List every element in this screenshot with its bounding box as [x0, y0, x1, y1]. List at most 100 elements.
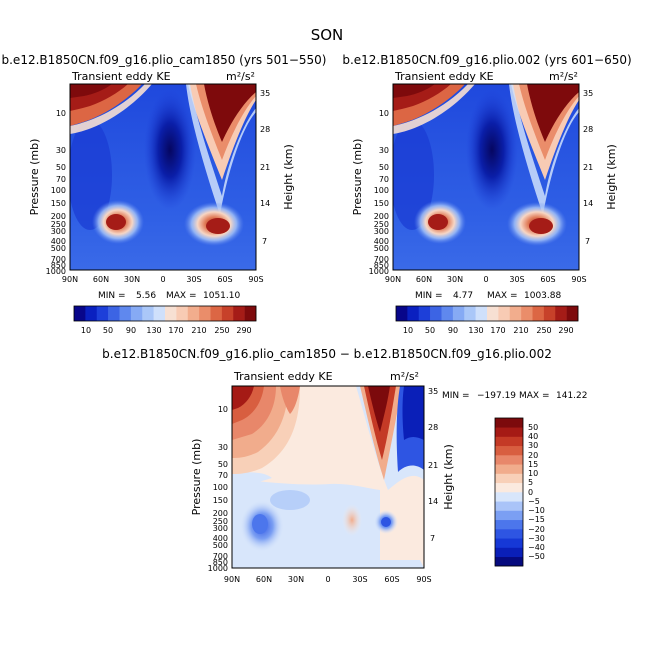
colorbar-swatch: [199, 306, 211, 321]
y-tick-label: 200: [51, 212, 66, 221]
colorbar-swatch: [85, 306, 98, 321]
y-tick-label: 250: [213, 517, 228, 526]
contour-field: [393, 84, 579, 270]
colorbar-label: −15: [528, 515, 545, 524]
y2-axis-label: Height (km): [605, 144, 618, 210]
colorbar-label: −30: [528, 534, 545, 543]
colorbar-label: 10: [403, 326, 413, 335]
colorbar-swatch: [521, 306, 533, 321]
colorbar-swatch: [498, 306, 511, 321]
y2-axis: 35 28 21 14 7 Height (km): [583, 89, 618, 246]
colorbar-swatch: [495, 436, 523, 447]
colorbar-swatch: [495, 482, 523, 493]
x-tick-label: 90N: [385, 275, 401, 284]
y2-tick-label: 14: [583, 199, 593, 208]
colorbar-swatch: [495, 510, 523, 521]
colorbar-label: −5: [528, 497, 540, 506]
min-value: 4.77: [453, 291, 473, 301]
colorbar-label: −10: [528, 506, 545, 515]
x-tick-label: 60N: [416, 275, 432, 284]
colorbar-swatch: [495, 427, 523, 437]
y2-tick-label: 35: [428, 387, 438, 396]
y-tick-label: 700: [374, 255, 389, 264]
colorbar-label: 40: [528, 432, 538, 441]
colorbar-swatch: [509, 306, 522, 321]
colorbar-label: 30: [528, 441, 538, 450]
y-tick-label: 700: [213, 552, 228, 561]
colorbar-label: −40: [528, 543, 545, 552]
x-tick-label: 0: [160, 275, 165, 284]
y-tick-label: 10: [56, 109, 66, 118]
colorbar-swatch: [495, 556, 523, 567]
y-tick-label: 250: [374, 220, 389, 229]
y-tick-label: 30: [56, 146, 66, 155]
colorbar-label: 290: [236, 326, 251, 335]
x-tick-label: 30N: [447, 275, 463, 284]
colorbar: 50 40 30 20 15 10 5 0 −5 −10 −15 −20 −30…: [494, 417, 545, 567]
colorbar-swatch: [153, 306, 166, 321]
y-tick-label: 50: [56, 163, 66, 172]
x-tick-label: 60S: [540, 275, 555, 284]
colorbar-frame: [73, 305, 257, 322]
colorbar-swatch: [566, 306, 579, 321]
colorbar-swatch: [407, 306, 420, 321]
colorbar-swatch: [74, 306, 86, 321]
colorbar-swatch: [430, 306, 442, 321]
colorbar-label: 10: [81, 326, 91, 335]
y-tick-label: 400: [51, 237, 66, 246]
colorbar-swatch: [495, 538, 523, 548]
y-tick-label: 200: [213, 509, 228, 518]
max-label: MAX =: [166, 291, 197, 301]
panel-difference: b.e12.B1850CN.f09_g16.plio_cam1850 − b.e…: [102, 347, 587, 584]
y-tick-label: 500: [213, 541, 228, 550]
y-tick-label: 50: [218, 460, 228, 469]
y2-tick-label: 14: [428, 497, 438, 506]
colorbar-swatch: [495, 547, 523, 558]
min-label: MIN =: [442, 391, 470, 401]
colorbar-swatch: [543, 306, 556, 321]
y-tick-label: 400: [374, 237, 389, 246]
y-tick-label: 1000: [46, 267, 66, 276]
y-tick-label: 850: [51, 261, 66, 270]
colorbar-label: 170: [168, 326, 183, 335]
x-tick-label: 60S: [384, 575, 399, 584]
y-tick-label: 100: [213, 483, 228, 492]
variable-label: Transient eddy KE: [71, 70, 171, 83]
y-tick-label: 850: [213, 558, 228, 567]
colorbar-label: 50: [425, 326, 435, 335]
colorbar-swatch: [165, 306, 177, 321]
y-tick-label: 300: [213, 524, 228, 533]
y-tick-label: 30: [379, 146, 389, 155]
x-tick-label: 60N: [256, 575, 272, 584]
y-tick-label: 700: [51, 255, 66, 264]
colorbar-swatch: [96, 306, 109, 321]
colorbar-swatch: [495, 445, 523, 456]
stats: MIN = −197.19 MAX = 141.22: [442, 391, 588, 401]
max-label: MAX =: [519, 391, 550, 401]
colorbar-swatch: [555, 306, 567, 321]
y-tick-label: 250: [51, 220, 66, 229]
colorbar-swatch: [487, 306, 499, 321]
colorbar-label: 290: [558, 326, 573, 335]
x-tick-label: 30N: [124, 275, 140, 284]
x-tick-label: 30S: [352, 575, 367, 584]
colorbar-swatch: [532, 306, 545, 321]
y2-axis: 35 28 21 14 7 Height (km): [428, 387, 455, 543]
y-axis-label: Pressure (mb): [351, 139, 364, 216]
colorbar-swatch: [495, 464, 523, 474]
colorbar-swatch: [464, 306, 476, 321]
max-label: MAX =: [487, 291, 518, 301]
colorbar-label: 210: [191, 326, 206, 335]
colorbar-label: 15: [528, 460, 538, 469]
colorbar-label: 50: [528, 423, 538, 432]
x-tick-label: 30S: [509, 275, 524, 284]
y-tick-label: 400: [213, 534, 228, 543]
y2-axis: 35 28 21 14 7 Height (km): [260, 89, 295, 246]
colorbar-swatch: [495, 418, 523, 428]
y-axis-label: Pressure (mb): [190, 439, 203, 516]
y2-tick-label: 28: [260, 125, 270, 134]
y2-tick-label: 7: [262, 237, 267, 246]
colorbar-frame: [395, 305, 579, 322]
y-tick-label: 10: [379, 109, 389, 118]
